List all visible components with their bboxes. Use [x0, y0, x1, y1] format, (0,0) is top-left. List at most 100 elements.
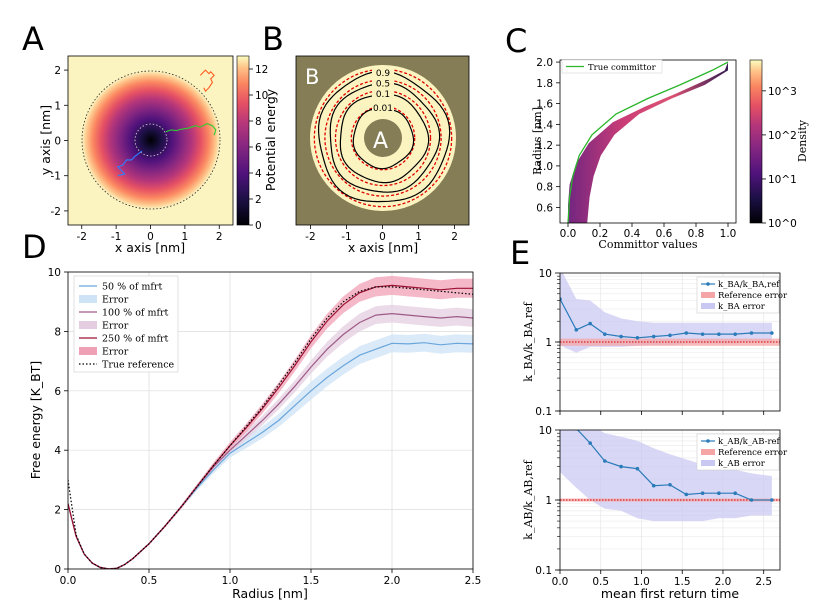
panel-c-density	[568, 62, 728, 223]
panel-e-top-ratio-point	[684, 331, 689, 335]
panel-e-top-ratio-point	[749, 331, 754, 335]
panel-e-top-ratio-line	[560, 298, 772, 339]
panel-d-ytick-label: 0	[54, 564, 61, 576]
panel-e-bottom-ratio-point	[651, 483, 656, 488]
panel-b-state-a-label: A	[373, 129, 388, 154]
panel-a-colorbar-tick-label: 8	[255, 116, 262, 128]
panel-e-bottom-ratio-point	[717, 491, 721, 496]
panel-c-colorbar-tick-label: 10^2	[768, 130, 797, 142]
panel-d-frame	[67, 271, 474, 570]
panel-a-xtick-label: 0	[147, 231, 154, 243]
panel-c-colorbar-tick-label: 10^1	[768, 174, 797, 186]
panel-d-legend-label-5: Error	[102, 347, 129, 358]
panel-b-committor-contour-0	[352, 108, 415, 170]
panel-a-colorbar-tick-label: 12	[255, 64, 268, 76]
panel-label-c: C	[505, 22, 527, 60]
panel-b-contour-level-label: 0.01	[373, 104, 393, 114]
panel-e-top-ytick-label: 1	[545, 337, 552, 349]
panel-d-ylabel: Free energy [K_BT]	[28, 361, 43, 479]
panel-b-xtick-label: -2	[305, 231, 315, 243]
panel-d-legend-label-6: True reference	[102, 360, 175, 371]
panel-c-true-committor	[567, 61, 729, 223]
panel-c-legend	[561, 59, 663, 74]
panel-d-xtick-label: 0.0	[60, 575, 77, 587]
panel-e-bottom-ratio-point	[603, 459, 607, 463]
panel-c-xtick-label: 0.0	[560, 228, 577, 240]
panel-e-bottom-ratio-point	[619, 464, 623, 469]
panel-c-colorbar-tick-label: 10^3	[768, 86, 797, 98]
panel-e-top-legend-label-0: k_BA/k_BA,ref	[718, 280, 780, 290]
panel-e-top-ratio-point	[560, 297, 562, 301]
panel-a-potential-well	[82, 71, 220, 209]
panel-b-contour-level-label: 0.1	[376, 90, 390, 100]
panel-c-ytick-label: 2.0	[536, 57, 553, 69]
panel-c-colorbar-tick-label: 10^0	[768, 218, 797, 230]
panel-b-committor-contour-1	[339, 93, 430, 184]
panel-e-bottom-ytick-label: 0.1	[535, 565, 552, 577]
panel-e-top-ratio-point	[619, 334, 623, 339]
panel-b-state-b-label: B	[305, 65, 319, 89]
panel-e-top-ratio-point	[651, 334, 656, 339]
panel-e-bottom-ylabel: k_AB/k_AB,ref	[522, 459, 535, 539]
panel-b-contour-label-bg	[372, 66, 394, 77]
panel-e: 0.1 1 10 0.0 0.5 1.0 1.5 2.0 2.5 0.1 1 10 mean firs…	[522, 268, 788, 601]
panel-d-xtick-label: 1.0	[222, 575, 239, 587]
panel-a-colorbar-tick-label: 2	[255, 194, 262, 206]
panel-e-top-ratio-point	[574, 328, 579, 332]
panel-c-ytick-label: 1.4	[536, 119, 553, 131]
panel-label-a: A	[22, 20, 44, 58]
panel-b-xlabel: x axis [nm]	[348, 240, 418, 255]
panel-e-bottom-reference-error	[560, 498, 780, 502]
panel-a-xtick-label: -1	[111, 231, 121, 243]
panel-e-bottom-xtick-label: 1.5	[674, 576, 691, 588]
panel-d-legend-label-3: Error	[102, 321, 129, 332]
panel-e-top-ratio-point	[717, 332, 721, 336]
panel-a-colorbar-tick-label: 6	[255, 142, 262, 154]
panel-c-ytick-label: 0.6	[536, 202, 553, 214]
panel-e-top-ratio-point	[635, 336, 640, 340]
panel-e-bottom-xtick-label: 0.5	[592, 576, 609, 588]
panel-b-xtick-label: 1	[415, 231, 422, 243]
panel-d-legend-label-1: Error	[102, 295, 129, 306]
panel-e-bottom-ytick-label: 1	[545, 495, 552, 507]
panel-b-reference-contour-3	[313, 68, 453, 208]
panel-b-xtick-label: -1	[341, 231, 351, 243]
panel-b-contour-label-bg	[372, 102, 394, 113]
panel-e-bottom-legend-marker	[706, 439, 710, 443]
panel-a-xtick-label: 2	[216, 231, 223, 243]
panel-e-bottom-ratio-point	[770, 498, 774, 502]
panel-d-legend-label-2: 100 % of mfrt	[102, 308, 169, 319]
panel-a-ytick-label: -2	[51, 206, 61, 218]
panel-a-ytick-label: -1	[51, 171, 61, 183]
panel-a-boundary-a	[134, 123, 168, 157]
panel-b-committor-contour-3	[318, 70, 451, 203]
panel-e-bottom-ratio-point	[684, 492, 689, 497]
panel-a-trajectory-2	[116, 150, 143, 177]
panel-a-boundary-b	[81, 70, 221, 210]
panel-d-legend-label-4: 250 % of mfrt	[102, 334, 169, 345]
panel-e-bottom-ytick-label: 10	[539, 425, 552, 437]
panel-a-ytick-label: 2	[54, 65, 61, 77]
panel-c-xlabel: Committor values	[598, 238, 698, 251]
panel-c-ytick-label: 1.6	[536, 99, 553, 111]
panel-label-e: E	[510, 234, 530, 272]
panel-c-ytick-label: 1.0	[536, 161, 553, 173]
panel-d-ytick-label: 8	[54, 326, 61, 338]
panel-e-bottom-legend-patch-err	[701, 460, 715, 466]
panel-b: 0.01 0.10.50.9 B A -2 -1 0 1 2 x axis [nm]	[295, 55, 470, 255]
panel-e-bottom-error-band	[560, 430, 772, 522]
panel-a-colorbar	[236, 55, 250, 226]
panel-d-ytick-label: 4	[54, 445, 61, 457]
panel-d-ytick-label: 10	[48, 267, 61, 279]
panel-e-top-ytick-label: 0.1	[535, 406, 552, 418]
panel-c-xtick-label: 1.0	[720, 228, 737, 240]
panel-e-bottom-xtick-label: 0.0	[552, 576, 569, 588]
panel-e-bottom-legend-patch-ref	[701, 449, 715, 455]
panel-a-colorbar-tick-label: 4	[255, 168, 262, 180]
panel-e-bottom-ratio-point	[733, 491, 737, 496]
panel-b-reference-contour-1	[334, 89, 432, 187]
panel-a-colorbar-tick-label: 0	[255, 220, 262, 232]
panel-e-top-reference-error	[560, 338, 780, 346]
